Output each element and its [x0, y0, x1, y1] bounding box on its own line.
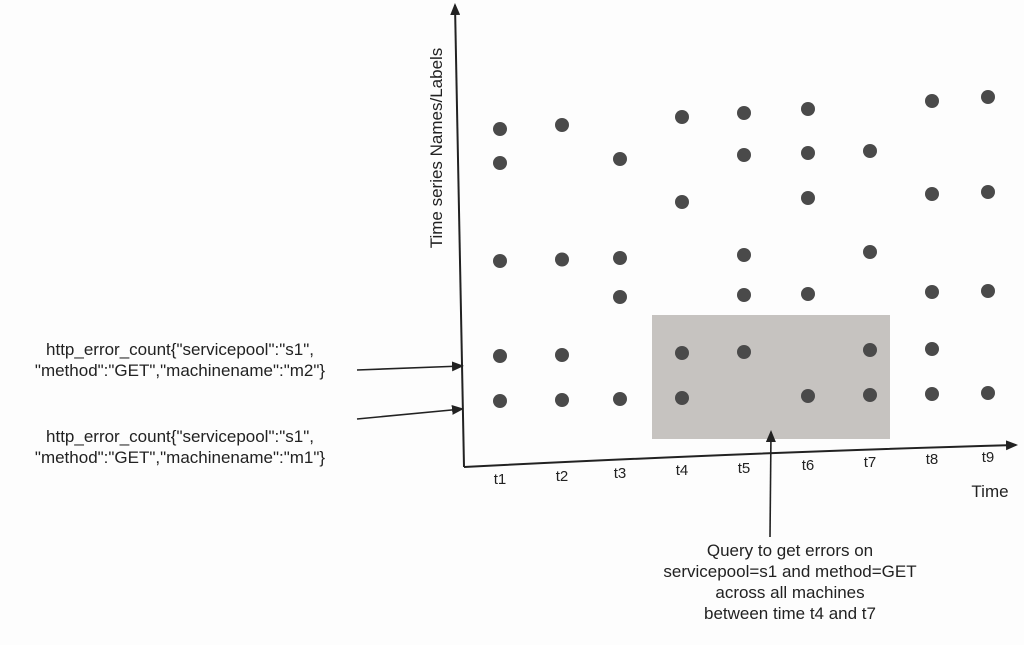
series-label-m1: http_error_count{"servicepool":"s1", "me…: [0, 426, 360, 468]
x-tick-t8: t8: [926, 451, 939, 468]
y-axis: [450, 3, 465, 468]
data-point-row5-t3: [613, 290, 627, 304]
data-point-row4-t7: [863, 245, 877, 259]
x-tick-t3: t3: [614, 465, 627, 482]
data-point-row4-t5: [737, 248, 751, 262]
data-point-row6-t2: [555, 348, 569, 362]
data-point-row5-t9: [981, 284, 995, 298]
x-axis-ticks: t1 t2 t3 t4 t5 t6 t7 t8 t9: [494, 449, 995, 488]
data-point-row3-t4: [675, 195, 689, 209]
data-point-row2-t1: [493, 156, 507, 170]
data-point-row6-t8: [925, 342, 939, 356]
x-tick-t1: t1: [494, 471, 507, 488]
data-point-row6-t7: [863, 343, 877, 357]
series-label-m2-line1: http_error_count{"servicepool":"s1",: [46, 340, 314, 359]
x-tick-t9: t9: [982, 449, 995, 466]
x-tick-t5: t5: [738, 460, 751, 477]
query-note: Query to get errors on servicepool=s1 an…: [600, 540, 980, 624]
data-point-row1-t4: [675, 110, 689, 124]
data-point-row2-t5: [737, 148, 751, 162]
query-highlight-region: [652, 315, 890, 439]
data-point-row5-t6: [801, 287, 815, 301]
series-label-m1-line2: "method":"GET","machinename":"m1"}: [34, 448, 326, 467]
data-point-row5-t5: [737, 288, 751, 302]
data-point-row2-t3: [613, 152, 627, 166]
data-point-row7-t7: [863, 388, 877, 402]
data-point-row7-t9: [981, 386, 995, 400]
series-label-m1-line1: http_error_count{"servicepool":"s1",: [46, 427, 314, 446]
data-point-row4-t3: [613, 251, 627, 265]
data-point-row4-t2: [555, 252, 569, 267]
x-tick-t4: t4: [676, 462, 689, 479]
data-point-row2-t6: [801, 146, 815, 160]
data-point-row1-t5: [737, 106, 751, 120]
data-point-row1-t2: [555, 118, 569, 132]
data-point-row3-t8: [925, 187, 939, 201]
data-point-row1-t6: [801, 102, 815, 116]
data-point-row4-t1: [493, 254, 507, 268]
data-point-row7-t3: [613, 392, 627, 406]
data-point-row1-t1: [493, 122, 507, 136]
query-note-line4: between time t4 and t7: [703, 604, 876, 623]
query-note-line2: servicepool=s1 and method=GET: [663, 562, 917, 581]
data-point-row5-t8: [925, 285, 939, 299]
x-tick-t6: t6: [802, 457, 815, 474]
data-point-row1-t9: [981, 90, 995, 104]
y-axis-label: Time series Names/Labels: [427, 48, 446, 249]
series-arrow-m1: [356, 404, 464, 420]
data-point-row7-t8: [925, 387, 939, 401]
data-point-row1-t8: [925, 94, 939, 108]
data-points: [493, 90, 995, 408]
data-point-row6-t5: [737, 345, 751, 359]
data-point-row7-t1: [493, 394, 507, 408]
data-point-row7-t2: [555, 393, 569, 407]
data-point-row3-t6: [801, 191, 815, 205]
x-tick-t2: t2: [556, 468, 569, 485]
data-point-row6-t4: [675, 346, 689, 360]
data-point-row3-t9: [981, 185, 995, 199]
data-point-row6-t1: [493, 349, 507, 363]
data-point-row2-t7: [863, 144, 877, 158]
x-axis: [463, 440, 1018, 468]
x-axis-label: Time: [971, 482, 1008, 501]
series-arrow-m2: [356, 361, 464, 372]
query-note-line3: across all machines: [715, 583, 865, 602]
query-note-line1: Query to get errors on: [706, 541, 874, 560]
data-point-row7-t6: [801, 389, 815, 403]
series-label-m2-line2: "method":"GET","machinename":"m2"}: [34, 361, 326, 380]
x-tick-t7: t7: [864, 454, 877, 471]
query-arrow: [765, 430, 776, 538]
series-label-m2: http_error_count{"servicepool":"s1", "me…: [0, 339, 360, 381]
data-point-row7-t4: [675, 391, 689, 405]
